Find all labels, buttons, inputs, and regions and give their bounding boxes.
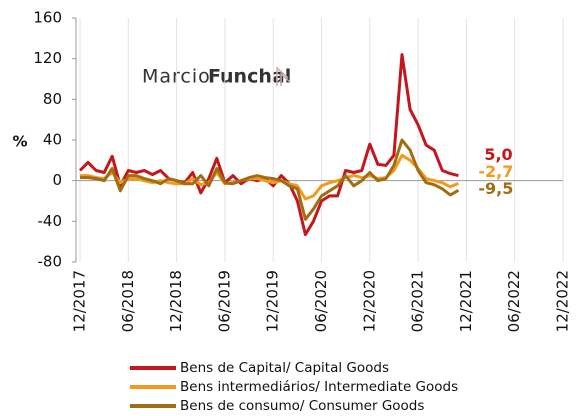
x-tick-label: 12/2021 bbox=[457, 270, 475, 332]
x-tick-label: 12/2019 bbox=[264, 270, 282, 332]
x-tick-label: 12/2022 bbox=[554, 270, 572, 332]
x-tick-label: 06/2021 bbox=[409, 270, 427, 332]
x-tick-label: 06/2019 bbox=[215, 270, 233, 332]
y-tick-label: 0 bbox=[52, 171, 62, 189]
x-tick-label: 06/2018 bbox=[119, 270, 137, 332]
y-tick-label: -80 bbox=[38, 253, 63, 271]
legend-label: Bens intermediários/ Intermediate Goods bbox=[180, 379, 458, 395]
legend-label: Bens de consumo/ Consumer Goods bbox=[180, 398, 424, 414]
end-label: -9,5 bbox=[478, 179, 513, 198]
legend-label: Bens de Capital/ Capital Goods bbox=[180, 360, 389, 376]
series-line bbox=[80, 153, 459, 201]
y-axis-label: % bbox=[12, 133, 27, 151]
watermark-bold: Funchal bbox=[208, 66, 291, 88]
watermark-icon bbox=[276, 66, 291, 86]
y-tick-label: 120 bbox=[33, 49, 62, 67]
end-label: 5,0 bbox=[484, 145, 512, 164]
y-tick-label: 160 bbox=[33, 9, 62, 27]
end-label: -2,7 bbox=[478, 162, 513, 181]
y-tick-label: 40 bbox=[43, 131, 62, 149]
series-line bbox=[80, 138, 460, 221]
x-tick-label: 12/2017 bbox=[71, 270, 89, 332]
y-tick-label: 80 bbox=[43, 90, 62, 108]
y-tick-label: -40 bbox=[38, 212, 63, 230]
watermark-light: Marcio bbox=[142, 66, 211, 88]
x-tick-label: 12/2020 bbox=[360, 270, 378, 332]
x-tick-label: 06/2022 bbox=[505, 270, 523, 332]
x-tick-label: 12/2018 bbox=[167, 270, 185, 332]
x-tick-label: 06/2020 bbox=[312, 270, 330, 332]
